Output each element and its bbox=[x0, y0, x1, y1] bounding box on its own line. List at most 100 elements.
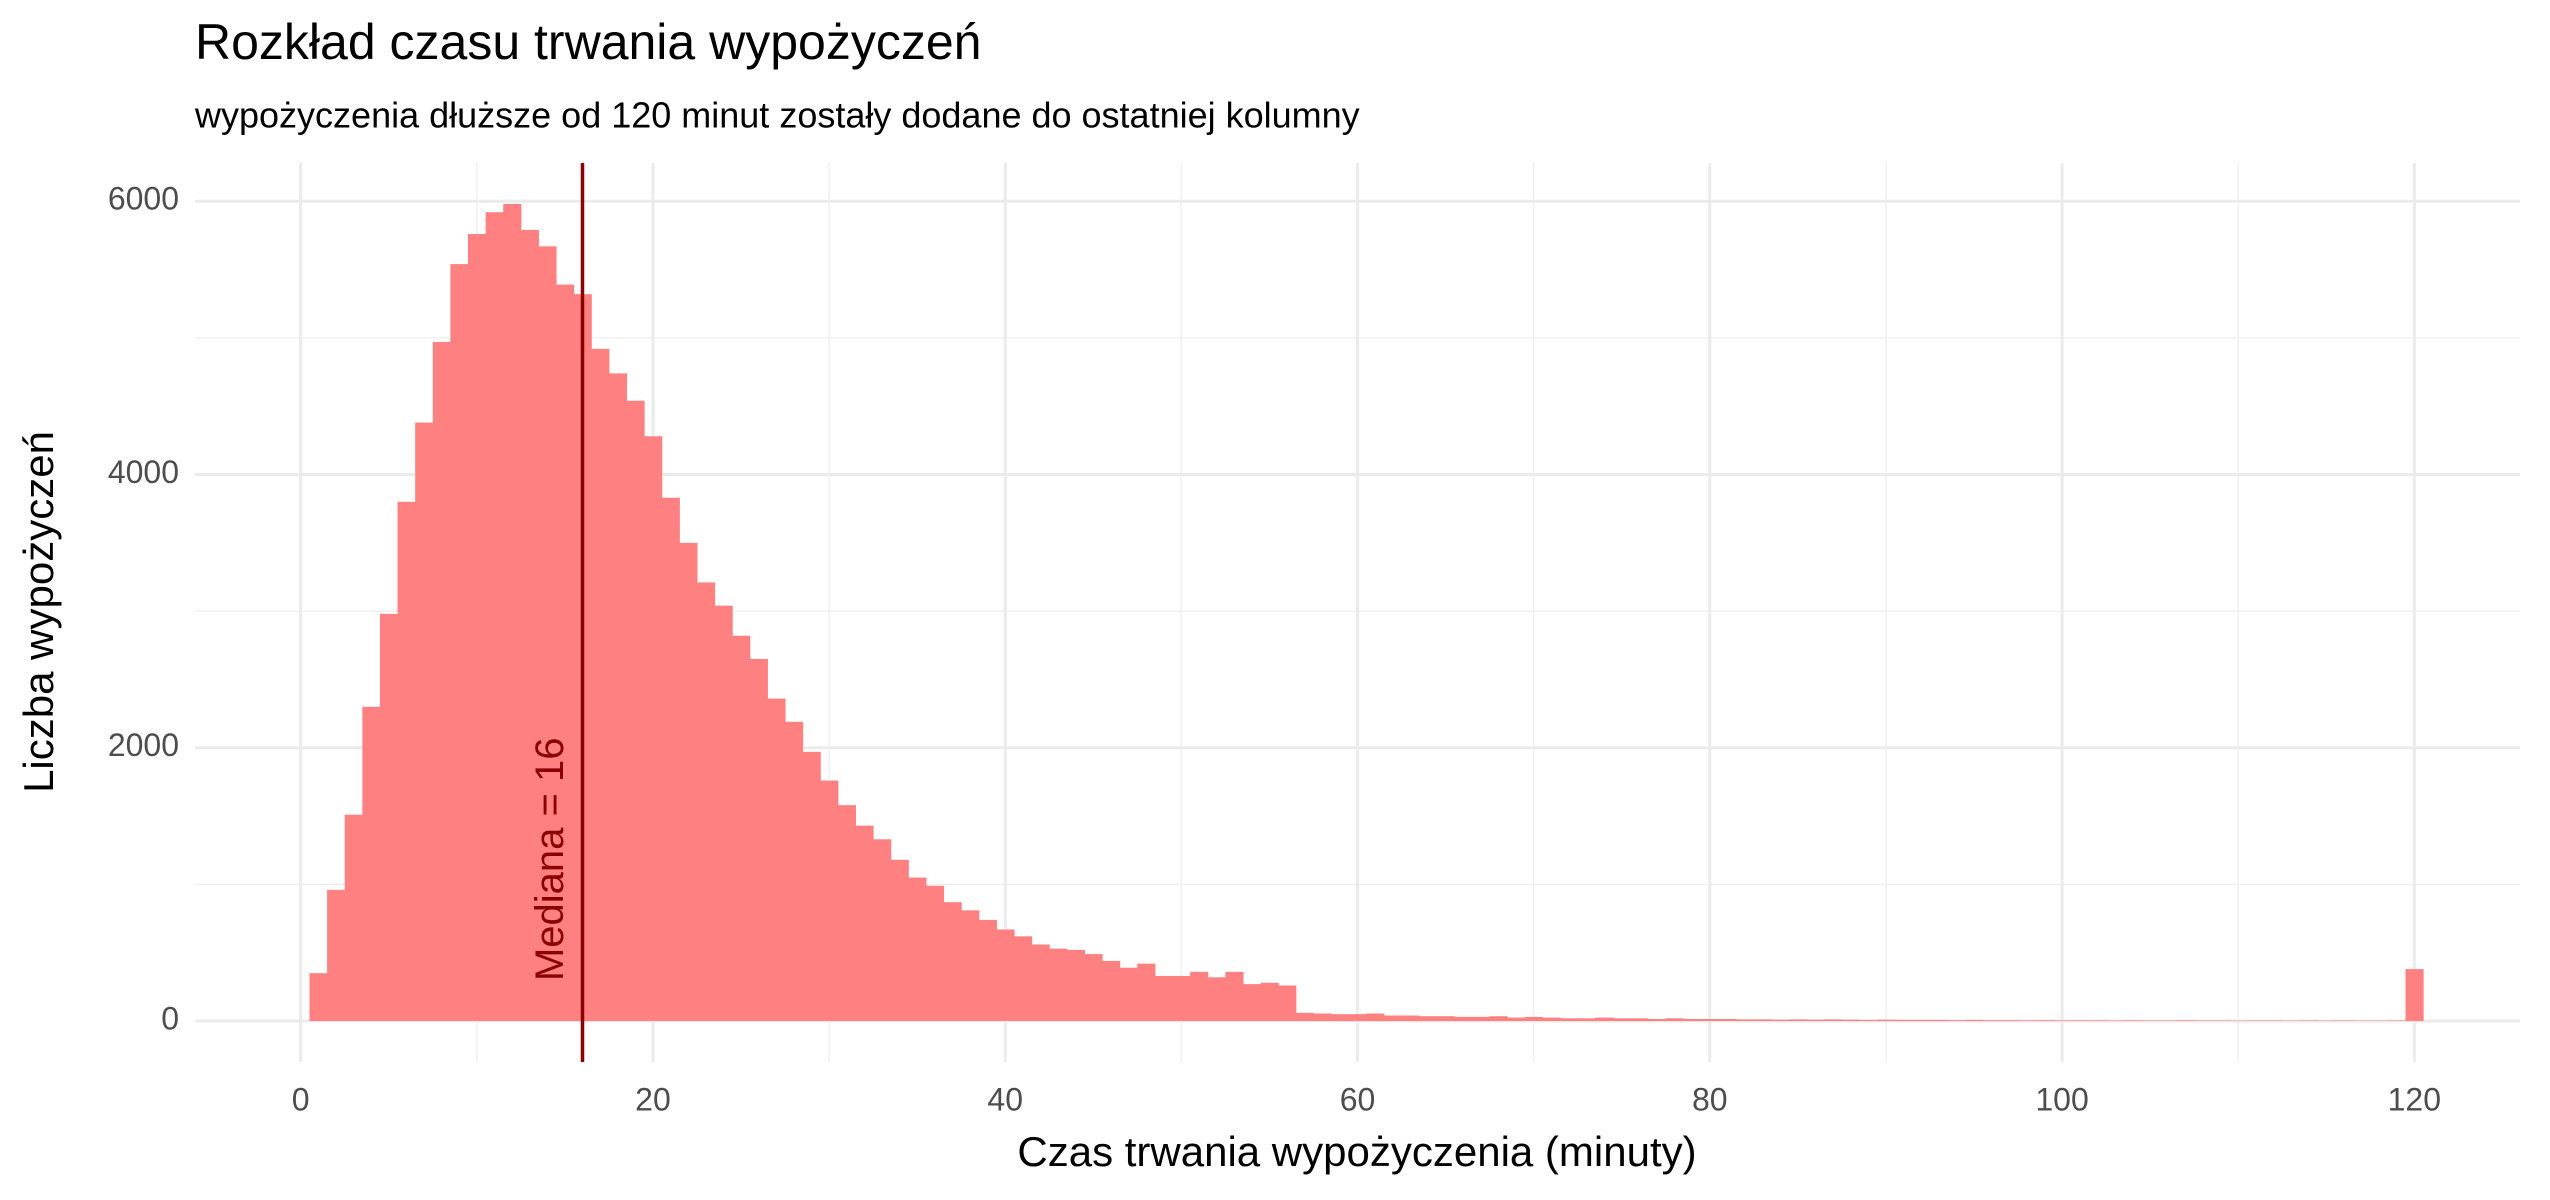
y-tick-label: 4000 bbox=[108, 454, 179, 490]
bar bbox=[2211, 1020, 2230, 1022]
bar bbox=[2299, 1020, 2318, 1022]
bar bbox=[344, 814, 363, 1022]
bar bbox=[2123, 1020, 2142, 1022]
chart-subtitle: wypożyczenia dłuższe od 120 minut został… bbox=[194, 95, 1360, 136]
bar bbox=[996, 929, 1015, 1022]
bar bbox=[556, 284, 575, 1022]
bar bbox=[1295, 1012, 1314, 1022]
bar bbox=[1383, 1015, 1403, 1022]
bar bbox=[2246, 1020, 2266, 1022]
bar bbox=[1595, 1017, 1614, 1022]
x-tick-label: 40 bbox=[987, 1081, 1023, 1117]
bar bbox=[2405, 969, 2424, 1022]
bar bbox=[2194, 1020, 2213, 1022]
bar bbox=[1736, 1019, 1755, 1022]
bar bbox=[1507, 1017, 1526, 1022]
bar bbox=[1225, 971, 1244, 1022]
bar bbox=[1841, 1019, 1860, 1022]
bar bbox=[2070, 1020, 2089, 1022]
bar bbox=[1401, 1015, 1420, 1022]
bar bbox=[2035, 1020, 2054, 1022]
bar bbox=[1436, 1016, 1455, 1022]
bar bbox=[1912, 1019, 1931, 1022]
bar bbox=[415, 422, 434, 1022]
bar bbox=[1137, 963, 1156, 1022]
bar bbox=[1014, 936, 1033, 1022]
bar bbox=[802, 751, 821, 1022]
bar bbox=[925, 885, 945, 1022]
bar bbox=[1542, 1017, 1561, 1022]
bar bbox=[714, 605, 733, 1022]
bar bbox=[1348, 1014, 1367, 1022]
bar bbox=[503, 203, 522, 1022]
bar bbox=[978, 919, 997, 1022]
bar bbox=[1824, 1019, 1843, 1022]
bar bbox=[1700, 1018, 1720, 1022]
bar bbox=[855, 825, 874, 1022]
bar bbox=[1066, 949, 1085, 1022]
x-axis-title: Czas trwania wypożyczenia (minuty) bbox=[1017, 1128, 1696, 1175]
bar bbox=[2264, 1020, 2283, 1022]
bar bbox=[1683, 1018, 1702, 1022]
bar bbox=[1154, 975, 1174, 1022]
bar bbox=[2387, 1020, 2407, 1022]
bar bbox=[1172, 975, 1191, 1022]
bar bbox=[1789, 1019, 1808, 1022]
median-annotation: Mediana = 16 bbox=[528, 737, 572, 981]
bar bbox=[1965, 1019, 1984, 1022]
bar bbox=[732, 635, 751, 1022]
bar bbox=[327, 889, 346, 1022]
bar bbox=[961, 910, 980, 1022]
bar bbox=[1877, 1019, 1896, 1022]
y-tick-label: 0 bbox=[161, 1000, 179, 1036]
bar bbox=[379, 613, 399, 1022]
bar bbox=[1859, 1019, 1878, 1022]
bar bbox=[837, 805, 857, 1022]
bar bbox=[1190, 971, 1209, 1022]
bar bbox=[1331, 1014, 1350, 1022]
bar bbox=[1806, 1019, 1825, 1022]
bar bbox=[2176, 1020, 2195, 1022]
bar bbox=[1947, 1020, 1966, 1022]
bar bbox=[2141, 1020, 2160, 1022]
bar bbox=[1454, 1016, 1473, 1022]
bar bbox=[696, 582, 716, 1022]
bar bbox=[432, 341, 451, 1022]
bar bbox=[1260, 982, 1279, 1022]
bar bbox=[1366, 1013, 1385, 1022]
bar bbox=[943, 902, 962, 1022]
bar bbox=[2018, 1020, 2037, 1022]
bar bbox=[749, 658, 768, 1022]
bar bbox=[644, 436, 663, 1022]
bar bbox=[1524, 1016, 1543, 1022]
x-tick-label: 100 bbox=[2035, 1081, 2088, 1117]
bar bbox=[679, 542, 698, 1022]
y-tick-label: 6000 bbox=[108, 181, 179, 217]
bar bbox=[520, 229, 539, 1022]
y-axis-title: Liczba wypożyczeń bbox=[15, 431, 62, 793]
bar bbox=[2158, 1020, 2178, 1022]
bar bbox=[1278, 985, 1297, 1022]
bar bbox=[767, 698, 786, 1022]
bar bbox=[485, 212, 504, 1022]
bar bbox=[1982, 1020, 2001, 1022]
bar bbox=[1612, 1018, 1632, 1022]
bar bbox=[468, 234, 487, 1022]
bar bbox=[450, 264, 469, 1022]
x-tick-label: 20 bbox=[635, 1081, 671, 1117]
bar bbox=[309, 973, 328, 1022]
bar bbox=[908, 877, 927, 1022]
bar bbox=[1489, 1016, 1508, 1022]
bar bbox=[608, 373, 628, 1022]
bar bbox=[2053, 1020, 2072, 1022]
bar bbox=[1753, 1019, 1772, 1022]
x-tick-label: 80 bbox=[1692, 1081, 1728, 1117]
bar bbox=[2000, 1020, 2019, 1022]
bar bbox=[1102, 960, 1121, 1022]
bar bbox=[873, 839, 892, 1022]
bar bbox=[2335, 1020, 2354, 1022]
bar bbox=[1894, 1019, 1913, 1022]
bar bbox=[2106, 1020, 2125, 1022]
bar bbox=[820, 780, 839, 1022]
